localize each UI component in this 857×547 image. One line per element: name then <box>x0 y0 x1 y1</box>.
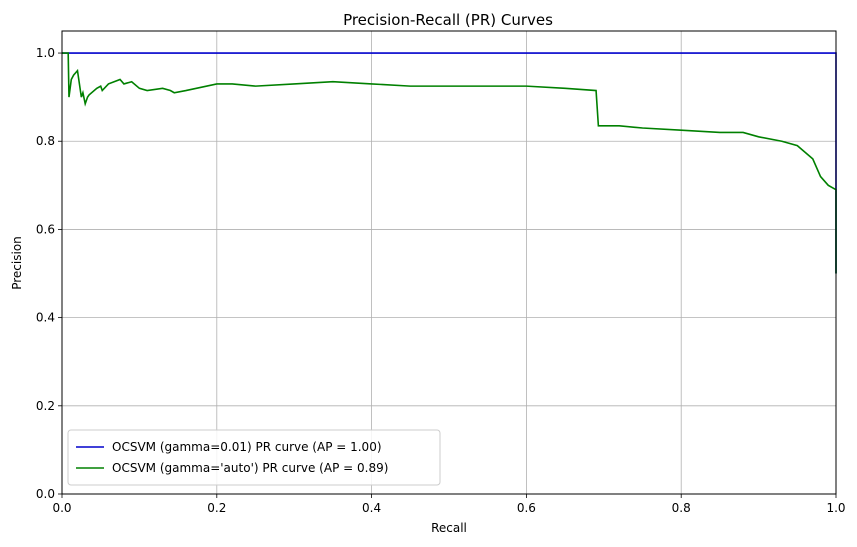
y-tick-label: 0.6 <box>36 222 55 236</box>
x-tick-label: 0.4 <box>362 501 381 515</box>
x-axis-ticks: 0.0 0.2 0.4 0.6 0.8 1.0 <box>52 494 846 515</box>
x-tick-label: 0.0 <box>52 501 71 515</box>
x-tick-label: 0.2 <box>207 501 226 515</box>
x-tick-label: 0.8 <box>672 501 691 515</box>
y-axis-label: Precision <box>10 236 24 290</box>
legend-label: OCSVM (gamma='auto') PR curve (AP = 0.89… <box>112 461 388 475</box>
y-axis-ticks: 0.0 0.2 0.4 0.6 0.8 1.0 <box>36 46 62 501</box>
grid-lines <box>61 31 837 495</box>
y-tick-label: 0.0 <box>36 487 55 501</box>
legend-box <box>67 429 441 486</box>
y-tick-label: 0.4 <box>36 311 55 325</box>
plot-frame <box>61 30 837 495</box>
x-tick-label: 0.6 <box>517 501 536 515</box>
series-lines <box>62 52 837 274</box>
y-tick-label: 0.2 <box>36 399 55 413</box>
x-axis-label: Recall <box>431 521 467 535</box>
x-tick-label: 1.0 <box>826 501 845 515</box>
y-tick-label: 0.8 <box>36 134 55 148</box>
y-tick-label: 1.0 <box>36 46 55 60</box>
series-line-1 <box>62 52 837 274</box>
legend-label: OCSVM (gamma=0.01) PR curve (AP = 1.00) <box>112 440 382 454</box>
chart-title: Precision-Recall (PR) Curves <box>343 11 553 29</box>
legend: OCSVM (gamma=0.01) PR curve (AP = 1.00) O… <box>67 429 441 486</box>
